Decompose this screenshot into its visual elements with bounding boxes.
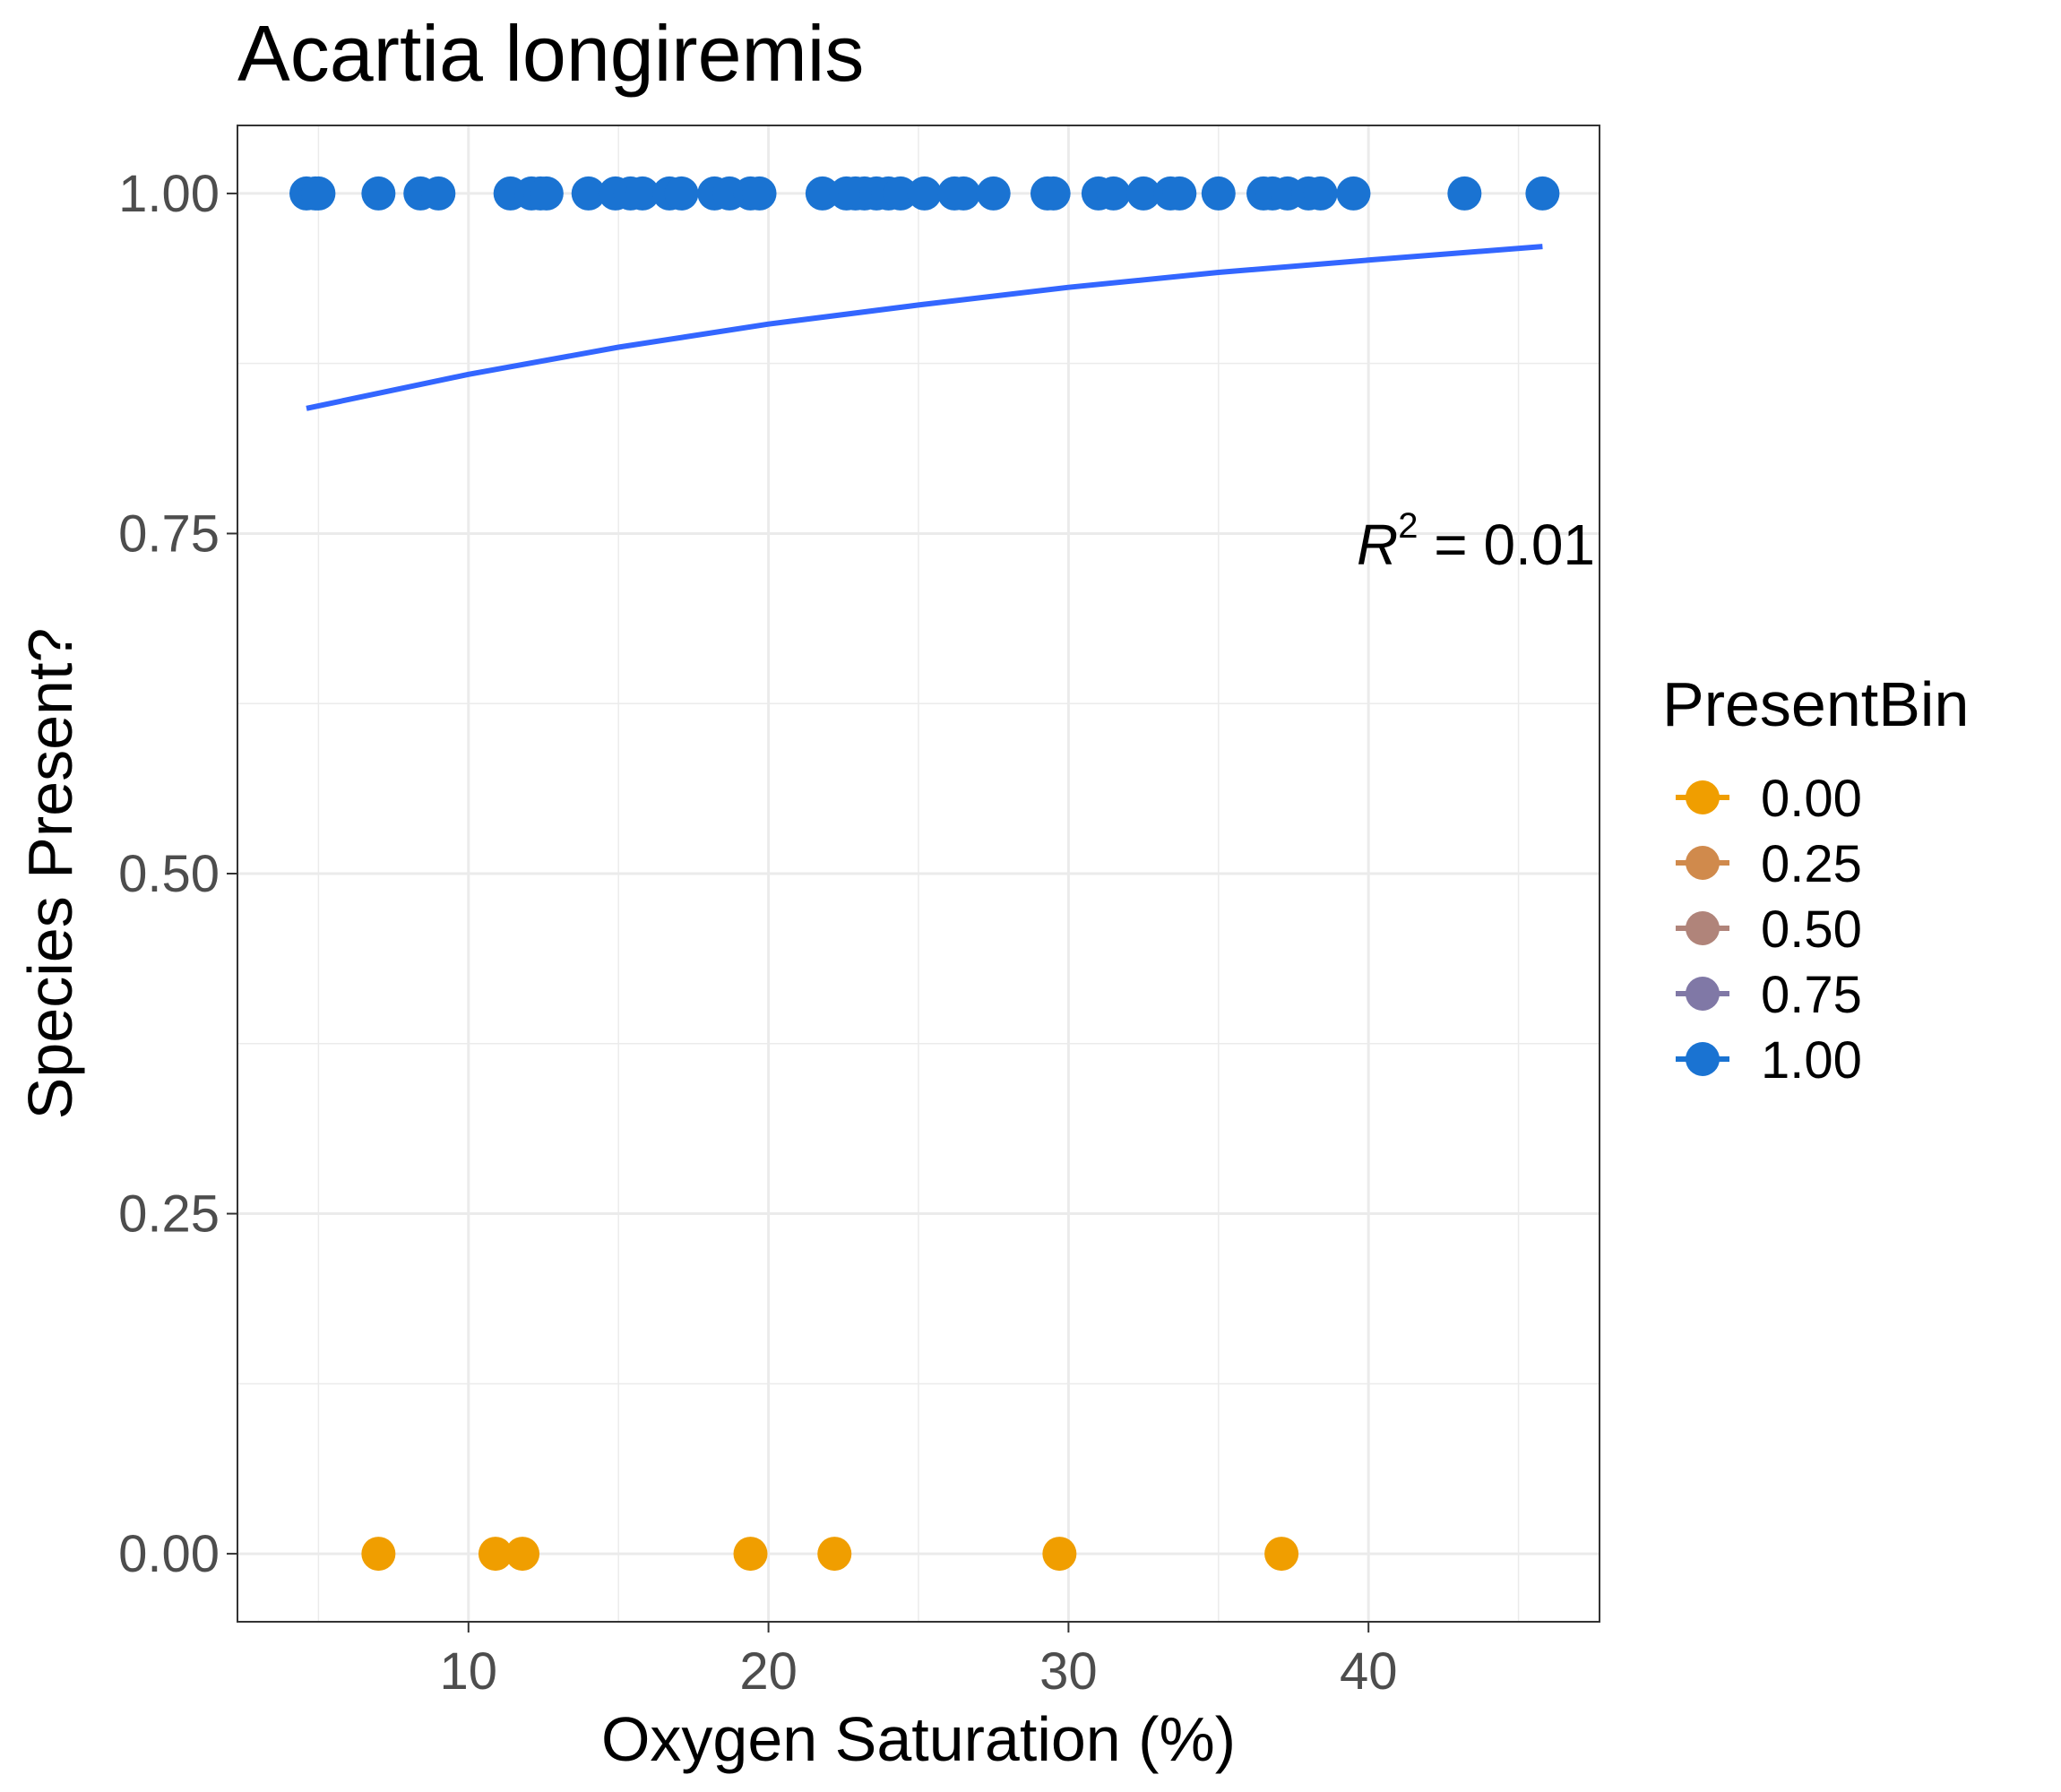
fit-line [306,244,1543,411]
point-1.00 [907,176,942,211]
point-1.00 [421,176,456,211]
point-0.00 [733,1537,768,1572]
point-1.00 [1036,176,1071,211]
fit-layer [306,244,1543,411]
point-1.00 [1162,176,1197,211]
point-1.00 [1525,176,1560,211]
grid-major [237,125,1600,1622]
chart-title: Acartia longiremis [237,9,864,98]
legend-key-point [1686,1042,1720,1076]
x-tick-label: 20 [739,1642,798,1701]
point-1.00 [571,176,606,211]
x-axis: 10 20 30 40 [440,1622,1398,1701]
point-1.00 [976,176,1011,211]
y-axis: 0.00 0.25 0.50 0.75 1.00 [118,165,237,1583]
points-layer [289,176,1560,1572]
point-1.00 [301,176,336,211]
point-0.00 [817,1537,852,1572]
point-0.00 [505,1537,540,1572]
y-axis-label: Species Present? [15,628,85,1120]
point-1.00 [1201,176,1236,211]
legend-label: 1.00 [1761,1031,1862,1090]
x-tick-label: 30 [1039,1642,1098,1701]
point-1.00 [1303,176,1338,211]
point-1.00 [1126,176,1161,211]
y-tick-label: 0.00 [118,1525,220,1583]
point-1.00 [1096,176,1131,211]
y-tick-label: 0.75 [118,504,220,563]
x-axis-label: Oxygen Saturation (%) [601,1704,1236,1774]
legend-label: 0.50 [1761,900,1862,959]
legend-key-point [1686,977,1720,1011]
x-tick-label: 10 [440,1642,498,1701]
y-tick-label: 1.00 [118,165,220,223]
point-1.00 [1336,176,1371,211]
point-1.00 [883,176,918,211]
point-1.00 [664,176,699,211]
point-0.00 [478,1537,513,1572]
point-0.00 [361,1537,396,1572]
legend-key-point [1686,846,1720,880]
legend-key-point [1686,911,1720,945]
legend-label: 0.25 [1761,835,1862,893]
y-tick-label: 0.25 [118,1185,220,1244]
r-squared-superscript: 2 [1398,506,1418,546]
legend-label: 0.00 [1761,770,1862,828]
legend-items: 0.00 0.25 0.50 0.75 1.00 [1676,770,1862,1090]
point-1.00 [805,176,840,211]
legend-key-point [1686,780,1720,814]
x-tick-label: 40 [1340,1642,1398,1701]
legend-title: PresentBin [1662,669,1969,739]
y-tick-label: 0.50 [118,845,220,903]
legend-label: 0.75 [1761,966,1862,1024]
r-squared-annotation: R2 = 0.01 [1357,506,1595,577]
point-1.00 [625,176,660,211]
point-1.00 [1447,176,1482,211]
point-0.00 [1042,1537,1077,1572]
point-0.00 [1264,1537,1299,1572]
point-1.00 [742,176,777,211]
legend: PresentBin 0.00 0.25 0.50 0.75 1.00 [1662,669,1969,1090]
r-squared-value: = 0.01 [1419,513,1596,577]
point-1.00 [529,176,564,211]
point-1.00 [361,176,396,211]
r-squared-symbol: R [1357,513,1398,577]
point-1.00 [946,176,981,211]
